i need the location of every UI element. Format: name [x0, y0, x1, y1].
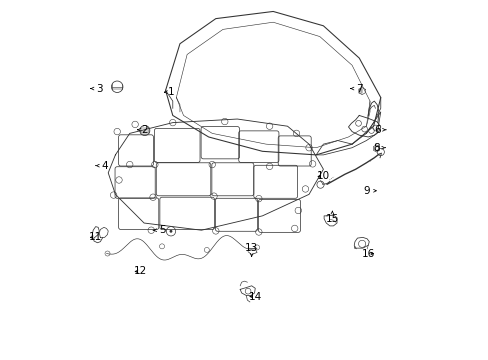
Text: 13: 13 [244, 243, 258, 256]
Text: 1: 1 [164, 87, 174, 97]
Text: 9: 9 [363, 186, 376, 196]
Text: 12: 12 [134, 266, 147, 276]
Circle shape [169, 230, 172, 233]
Text: 2: 2 [138, 125, 147, 135]
Text: 7: 7 [350, 84, 362, 94]
Text: 3: 3 [90, 84, 102, 94]
Text: 16: 16 [361, 248, 374, 258]
Text: 5: 5 [153, 225, 165, 235]
Text: 15: 15 [325, 211, 338, 224]
Text: 4: 4 [96, 161, 108, 171]
Text: 10: 10 [316, 171, 329, 181]
Text: 6: 6 [373, 125, 385, 135]
Text: 8: 8 [372, 143, 385, 153]
Text: 14: 14 [248, 292, 262, 302]
Text: 11: 11 [89, 232, 102, 242]
